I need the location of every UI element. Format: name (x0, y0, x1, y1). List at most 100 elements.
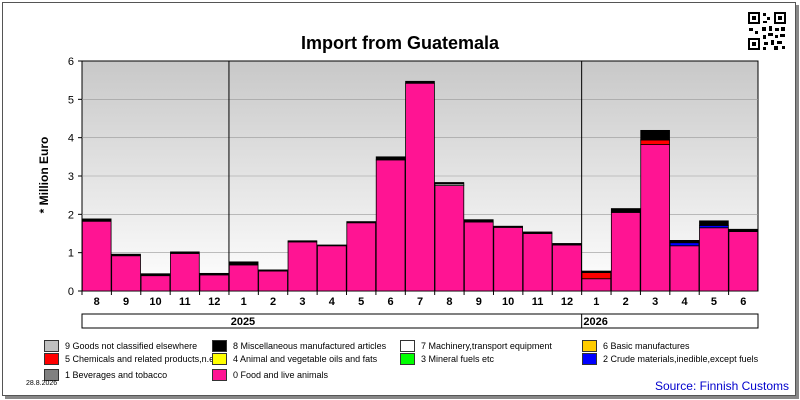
bar-segment (376, 157, 405, 160)
bar-segment (582, 273, 611, 279)
bar-segment (112, 254, 141, 256)
x-tick-label: 2 (270, 296, 276, 308)
year-label: 2026 (583, 316, 607, 328)
year-band (82, 314, 758, 328)
bar-segment (200, 273, 229, 275)
x-tick-label: 3 (299, 296, 305, 308)
legend-item: 0 Food and live animals (212, 369, 328, 381)
legend-label: 7 Machinery,transport equipment (421, 341, 552, 351)
legend-swatch (582, 353, 597, 365)
legend-swatch (400, 353, 415, 365)
bar-segment (229, 265, 258, 291)
legend-swatch (44, 353, 59, 365)
bar-segment (494, 226, 523, 227)
legend-swatch (212, 369, 227, 381)
legend-label: 0 Food and live animals (233, 370, 328, 380)
bar-segment (406, 81, 435, 83)
bar-segment (670, 246, 699, 291)
legend-label: 8 Miscellaneous manufactured articles (233, 341, 386, 351)
x-tick-label: 5 (711, 296, 717, 308)
x-tick-label: 9 (476, 296, 482, 308)
x-tick-label: 8 (446, 296, 452, 308)
legend-item: 2 Crude materials,inedible,except fuels (582, 353, 758, 365)
bar-segment (317, 245, 346, 246)
bar-segment (611, 209, 640, 213)
bar-segment (170, 252, 199, 254)
bar-segment (112, 256, 141, 291)
legend-label: 2 Crude materials,inedible,except fuels (603, 354, 758, 364)
x-tick-label: 7 (417, 296, 423, 308)
bar-segment (464, 222, 493, 291)
year-label: 2025 (231, 316, 255, 328)
x-tick-label: 2 (623, 296, 629, 308)
legend-label: 1 Beverages and tobacco (65, 370, 167, 380)
legend-label: 6 Basic manufactures (603, 341, 690, 351)
chart-title: Import from Guatemala (301, 33, 500, 53)
x-tick-label: 10 (149, 296, 161, 308)
bar-segment (229, 262, 258, 265)
legend-item: 5 Chemicals and related products,n.e.s. (44, 353, 224, 365)
y-tick-label: 5 (68, 94, 74, 106)
legend-label: 9 Goods not classified elsewhere (65, 341, 197, 351)
bar-segment (435, 183, 464, 185)
bar-segment (288, 242, 317, 291)
bar-segment (82, 219, 111, 221)
y-tick-label: 3 (68, 171, 74, 183)
x-tick-label: 11 (179, 296, 191, 308)
legend-label: 4 Animal and vegetable oils and fats (233, 354, 377, 364)
legend-item: 4 Animal and vegetable oils and fats (212, 353, 377, 365)
x-tick-label: 1 (593, 296, 599, 308)
x-tick-label: 5 (358, 296, 364, 308)
bar-segment (200, 275, 229, 291)
x-tick-label: 1 (241, 296, 247, 308)
y-tick-label: 4 (68, 133, 74, 145)
x-tick-label: 11 (532, 296, 544, 308)
bar-segment (641, 145, 670, 291)
legend-item: 1 Beverages and tobacco (44, 369, 167, 381)
legend-swatch (44, 340, 59, 352)
bar-segment (670, 240, 699, 242)
legend-label: 3 Mineral fuels etc (421, 354, 494, 364)
legend-item: 3 Mineral fuels etc (400, 353, 494, 365)
bar-segment (141, 276, 170, 291)
x-tick-label: 3 (652, 296, 658, 308)
bar-segment (347, 222, 376, 223)
x-tick-label: 10 (502, 296, 514, 308)
bar-segment (641, 130, 670, 140)
bar-segment (553, 243, 582, 245)
bar-segment (523, 232, 552, 234)
bar-segment (259, 270, 288, 271)
legend-swatch (212, 340, 227, 352)
bar-segment (582, 271, 611, 273)
bar-segment (641, 140, 670, 145)
y-tick-label: 6 (68, 56, 74, 68)
bar-segment (670, 243, 699, 246)
bar-segment (494, 227, 523, 291)
x-tick-label: 4 (681, 296, 688, 308)
bar-segment (435, 186, 464, 291)
bar-segment (729, 232, 758, 291)
bar-segment (582, 279, 611, 291)
legend-swatch (400, 340, 415, 352)
x-tick-label: 8 (94, 296, 100, 308)
bar-segment (376, 160, 405, 291)
source-note: Source: Finnish Customs (655, 379, 789, 393)
bar-segment (288, 241, 317, 242)
x-tick-label: 6 (740, 296, 746, 308)
legend-swatch (212, 353, 227, 365)
x-tick-label: 12 (208, 296, 220, 308)
bar-segment (259, 271, 288, 291)
bar-segment (700, 228, 729, 291)
legend-item: 9 Goods not classified elsewhere (44, 340, 197, 352)
legend-swatch (582, 340, 597, 352)
legend-item: 8 Miscellaneous manufactured articles (212, 340, 386, 352)
y-tick-label: 1 (68, 248, 74, 260)
bar-segment (317, 246, 346, 291)
bar-segment (729, 229, 758, 231)
bar-chart: Import from Guatemala * Million Euro 012… (0, 0, 800, 335)
legend-item: 6 Basic manufactures (582, 340, 690, 352)
bar-segment (464, 220, 493, 222)
bar-segment (553, 245, 582, 291)
bar-segment (523, 234, 552, 292)
legend-item: 7 Machinery,transport equipment (400, 340, 552, 352)
